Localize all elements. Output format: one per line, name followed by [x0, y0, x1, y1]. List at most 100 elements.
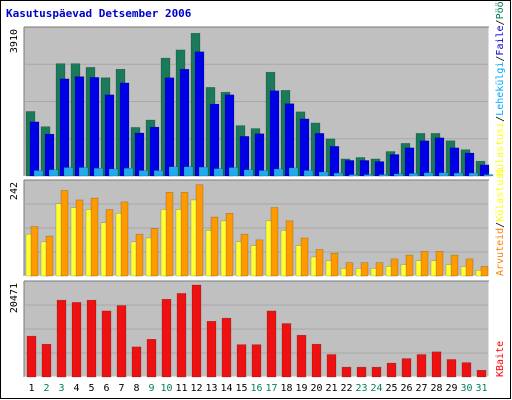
top-bar-lehekülgi-19 — [303, 170, 314, 177]
x-tick-label-22: 22 — [340, 383, 352, 394]
top-bar-lehekülgi-30 — [468, 172, 479, 177]
top-bar-lehekülgi-5 — [93, 167, 104, 177]
top-bar-lehekülgi-29 — [453, 172, 464, 177]
top-bar-faile-10 — [164, 77, 175, 177]
middle-legend-item-1: / — [495, 222, 506, 228]
top-bar-lehekülgi-22 — [348, 174, 359, 177]
x-tick-label-8: 8 — [133, 383, 139, 394]
top-bar-faile-6 — [104, 94, 115, 177]
middle-bar-arvuteid-25 — [390, 258, 399, 277]
bottom-bar-kbaite-12 — [191, 284, 202, 378]
middle-bar-arvuteid-22 — [345, 262, 354, 277]
top-legend-item-2: Lehekülgi — [495, 62, 506, 116]
top-bar-faile-25 — [389, 154, 400, 177]
top-bar-faile-18 — [284, 103, 295, 177]
bottom-bar-kbaite-21 — [326, 354, 337, 378]
top-bar-lehekülgi-24 — [378, 174, 389, 177]
middle-bar-arvuteid-20 — [315, 249, 324, 277]
top-bar-lehekülgi-2 — [48, 169, 59, 177]
middle-bar-arvuteid-1 — [30, 226, 39, 277]
bottom-bar-kbaite-25 — [386, 362, 397, 378]
top-bar-faile-22 — [344, 160, 355, 177]
middle-bar-arvuteid-29 — [450, 254, 459, 277]
middle-bar-arvuteid-3 — [60, 190, 69, 277]
top-bar-faile-29 — [449, 147, 460, 177]
bottom-bar-kbaite-14 — [221, 317, 232, 378]
middle-bar-arvuteid-2 — [45, 235, 54, 277]
middle-bar-arvuteid-31 — [480, 266, 489, 277]
middle-bar-arvuteid-12 — [195, 184, 204, 277]
top-ymax-label: 3910 — [9, 29, 20, 53]
middle-bar-arvuteid-13 — [210, 216, 219, 277]
x-tick-label-7: 7 — [118, 383, 124, 394]
middle-bar-arvuteid-15 — [240, 233, 249, 277]
middle-bar-arvuteid-30 — [465, 258, 474, 277]
top-bar-faile-30 — [464, 152, 475, 177]
top-bar-lehekülgi-15 — [243, 169, 254, 177]
middle-legend-item-2: Külastusi — [495, 168, 506, 222]
bottom-bar-kbaite-7 — [116, 305, 127, 378]
top-bar-faile-3 — [59, 78, 70, 177]
bottom-bar-kbaite-23 — [356, 366, 367, 378]
top-legend: Külastusi/Lehekülgi/Faile/Pöördumisi — [495, 0, 506, 176]
bottom-bar-kbaite-6 — [101, 310, 112, 378]
middle-bar-arvuteid-17 — [270, 207, 279, 277]
x-tick-label-9: 9 — [148, 383, 154, 394]
bottom-legend: KBaite — [495, 341, 506, 377]
top-legend-item-5: / — [495, 19, 506, 25]
bottom-bar-kbaite-29 — [446, 359, 457, 378]
top-bar-faile-8 — [134, 132, 145, 177]
bottom-ymax-label: 20471 — [9, 283, 20, 313]
top-bar-faile-27 — [419, 140, 430, 177]
middle-bar-arvuteid-4 — [75, 199, 84, 277]
middle-bar-arvuteid-18 — [285, 220, 294, 277]
bottom-bar-kbaite-20 — [311, 343, 322, 378]
top-bar-lehekülgi-11 — [183, 166, 194, 177]
top-bar-faile-24 — [374, 161, 385, 177]
top-legend-item-4: Faile — [495, 25, 506, 55]
x-tick-label-11: 11 — [175, 383, 187, 394]
top-bar-lehekülgi-12 — [198, 166, 209, 177]
bottom-bar-kbaite-28 — [431, 351, 442, 378]
middle-bar-arvuteid-23 — [360, 262, 369, 277]
bottom-bar-kbaite-11 — [176, 293, 187, 378]
top-legend-item-0: Külastusi — [495, 122, 506, 176]
top-bar-lehekülgi-21 — [333, 172, 344, 177]
top-bar-faile-1 — [29, 121, 40, 177]
top-bar-faile-7 — [119, 82, 130, 177]
top-bar-lehekülgi-18 — [288, 167, 299, 177]
top-bar-lehekülgi-20 — [318, 171, 329, 177]
bottom-bar-kbaite-4 — [71, 302, 82, 378]
top-bar-lehekülgi-14 — [228, 167, 239, 177]
x-tick-label-31: 31 — [475, 383, 487, 394]
bottom-bar-kbaite-27 — [416, 354, 427, 378]
top-bar-faile-11 — [179, 68, 190, 177]
middle-bar-arvuteid-24 — [375, 262, 384, 277]
top-bar-faile-26 — [404, 147, 415, 177]
middle-bar-arvuteid-26 — [405, 254, 414, 277]
middle-bar-arvuteid-8 — [135, 233, 144, 277]
x-tick-label-19: 19 — [295, 383, 307, 394]
x-tick-label-15: 15 — [235, 383, 247, 394]
top-bar-lehekülgi-23 — [363, 174, 374, 177]
top-bar-faile-12 — [194, 51, 205, 177]
middle-bar-arvuteid-11 — [180, 192, 189, 277]
x-tick-label-26: 26 — [400, 383, 412, 394]
x-tick-label-4: 4 — [73, 383, 79, 394]
top-bar-faile-23 — [359, 160, 370, 177]
middle-bar-arvuteid-9 — [150, 228, 159, 277]
chart-title: Kasutuspäevad Detsember 2006 — [6, 7, 192, 20]
middle-bar-arvuteid-21 — [330, 252, 339, 277]
top-legend-item-3: / — [495, 56, 506, 62]
top-bar-lehekülgi-6 — [108, 168, 119, 177]
bottom-bar-kbaite-8 — [131, 346, 142, 378]
top-bar-faile-19 — [299, 118, 310, 177]
middle-bar-arvuteid-14 — [225, 213, 234, 277]
top-bar-lehekülgi-7 — [123, 167, 134, 177]
bottom-bar-kbaite-10 — [161, 299, 172, 378]
middle-legend-item-0: Arvuteid — [495, 228, 506, 276]
middle-bar-arvuteid-27 — [420, 251, 429, 277]
middle-legend: Arvuteid/Külastusi — [495, 168, 506, 276]
top-bar-lehekülgi-9 — [153, 170, 164, 177]
x-tick-label-24: 24 — [370, 383, 382, 394]
